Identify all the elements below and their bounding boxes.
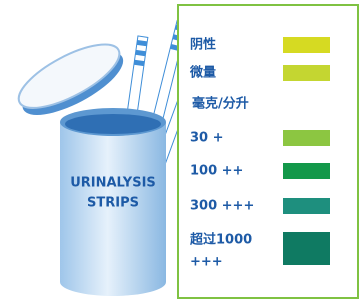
legend-label: 微量 xyxy=(189,65,216,81)
illustration: URINALYSIS STRIPS 毫克/分升 阴性微量 30 + 100 ++ 30… xyxy=(0,0,363,303)
color-swatch xyxy=(283,130,330,146)
legend-label: 300 +++ xyxy=(190,199,254,214)
color-swatch xyxy=(283,163,330,179)
jar-label: STRIPS xyxy=(87,196,139,211)
legend-label: 30 + xyxy=(190,131,224,146)
legend-label: 超过1000 xyxy=(190,232,252,248)
legend-label: 100 ++ xyxy=(190,164,243,179)
color-swatch xyxy=(283,232,330,265)
legend-unit: 毫克/分升 xyxy=(192,96,249,112)
legend-label: 阴性 xyxy=(190,37,216,53)
color-swatch xyxy=(283,198,330,214)
legend-label: +++ xyxy=(190,255,223,270)
jar-label: URINALYSIS xyxy=(70,176,156,191)
color-swatch xyxy=(283,37,330,53)
color-swatch xyxy=(283,65,330,81)
